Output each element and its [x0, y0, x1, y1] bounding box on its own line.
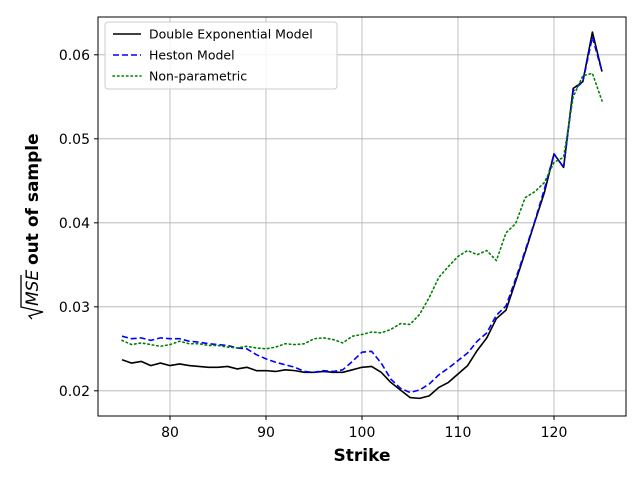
x-tick-label: 90	[257, 425, 275, 441]
series-line-heston-model	[121, 36, 603, 394]
x-axis: 80 90 100 110 120	[161, 416, 567, 441]
y-tick-label: 0.05	[59, 132, 90, 148]
y-tick-label: 0.06	[59, 48, 90, 64]
legend-label-heston-model: Heston Model	[149, 48, 235, 63]
y-tick-label: 0.03	[59, 300, 90, 316]
x-tick-label: 100	[349, 425, 376, 441]
y-tick-label: 0.04	[59, 216, 90, 232]
x-tick-label: 110	[445, 425, 472, 441]
sqrt-symbol	[20, 275, 44, 320]
y-axis-title-sqrt-term: MSE	[23, 270, 43, 306]
series-lines	[121, 31, 603, 400]
y-axis: 0.02 0.03 0.04 0.05 0.06	[59, 48, 98, 400]
x-tick-label: 80	[161, 425, 179, 441]
legend-label-double-exponential-model: Double Exponential Model	[149, 27, 313, 42]
legend: Double Exponential Model Heston Model Non-…	[104, 21, 338, 90]
y-axis-title: MSE out of sample	[20, 133, 44, 320]
y-axis-title-text: out of sample	[23, 133, 43, 265]
y-tick-label: 0.02	[59, 384, 90, 400]
x-axis-title: Strike	[334, 446, 391, 466]
series-line-non-parametric	[121, 72, 603, 350]
legend-box	[104, 21, 338, 90]
x-tick-label: 120	[541, 425, 568, 441]
legend-label-non-parametric: Non-parametric	[149, 69, 247, 84]
